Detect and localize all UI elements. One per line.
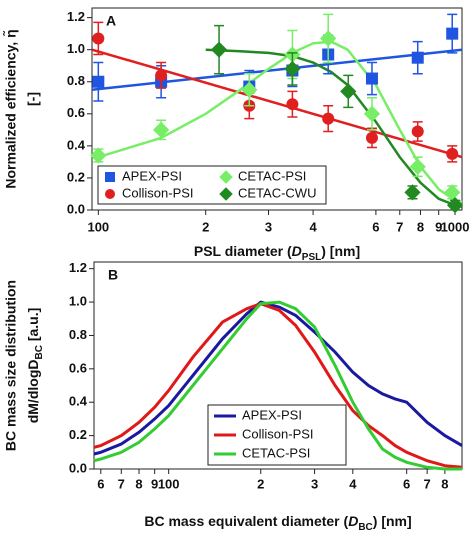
y-tick-label: 0.6 xyxy=(69,360,87,375)
x-tick-label: 1000 xyxy=(441,219,470,234)
marker xyxy=(105,189,115,199)
marker xyxy=(153,121,170,138)
y-axis-label: Normalized efficiency, η̃ xyxy=(2,29,19,188)
label-part: BC mass equivalent diameter ( xyxy=(144,513,348,529)
label-part: dM/dlogD xyxy=(25,360,41,424)
marker xyxy=(411,125,424,138)
x-tick-label: 7 xyxy=(424,476,431,491)
y-tick-label: 1.0 xyxy=(69,294,87,309)
legend-box xyxy=(97,165,327,205)
y-tick-label: 1.2 xyxy=(67,9,85,24)
x-tick-label: 7 xyxy=(118,476,125,491)
x-tick-label: 9 xyxy=(435,219,442,234)
legend-label: CETAC-PSI xyxy=(238,168,306,183)
y-tick-label: 0.6 xyxy=(67,105,85,120)
legend-label: Collison-PSI xyxy=(242,426,314,441)
series-line xyxy=(93,300,462,471)
label-part: [a.u.] xyxy=(25,308,41,345)
marker xyxy=(365,131,378,144)
marker xyxy=(446,197,464,214)
marker xyxy=(365,72,378,85)
label-part: PSL xyxy=(302,252,321,263)
x-tick-label: 2 xyxy=(202,219,209,234)
marker xyxy=(446,147,459,160)
marker xyxy=(446,27,459,40)
fit-line xyxy=(91,48,463,92)
y-tick-label: 0.8 xyxy=(67,73,85,88)
marker xyxy=(286,98,299,111)
y-axis-label: dM/dlogDBC [a.u.] xyxy=(25,308,45,424)
marker xyxy=(322,112,335,125)
x-tick-label: 6 xyxy=(372,219,379,234)
x-tick-label: 8 xyxy=(417,219,424,234)
y-axis-label: [-] xyxy=(25,92,41,106)
label-part: BC xyxy=(34,345,45,359)
x-tick-label: 9 xyxy=(151,476,158,491)
marker xyxy=(340,83,357,100)
label-part: ) [nm] xyxy=(321,243,360,259)
panel-letter: B xyxy=(108,267,118,283)
y-tick-label: 0.8 xyxy=(69,327,87,342)
marker xyxy=(444,184,461,201)
marker xyxy=(320,30,337,47)
series-line xyxy=(93,300,463,456)
plot-frame xyxy=(91,7,463,211)
marker xyxy=(363,105,381,122)
y-tick-label: 0.4 xyxy=(67,137,86,152)
marker xyxy=(155,69,168,82)
x-tick-label: 3 xyxy=(265,219,272,234)
label-part: PSL diameter ( xyxy=(194,243,292,259)
axis-label: BC mass equivalent diameter (DBC) [nm] xyxy=(144,513,411,533)
plot-frame xyxy=(93,261,463,470)
legend-label: CETAC-CWU xyxy=(238,185,316,200)
panel-letter: A xyxy=(106,13,116,29)
x-tick-label: 6 xyxy=(97,476,104,491)
y-axis-label: BC mass size distribution xyxy=(3,280,19,451)
marker xyxy=(284,60,301,78)
x-tick-label: 7 xyxy=(396,219,403,234)
marker xyxy=(210,41,228,58)
marker xyxy=(411,51,424,64)
label-part: ) [nm] xyxy=(373,513,412,529)
legend-label: CETAC-PSI xyxy=(242,445,310,460)
y-tick-label: 0.2 xyxy=(69,427,87,442)
y-tick-label: 0.0 xyxy=(67,201,85,216)
x-tick-label: 6 xyxy=(403,476,410,491)
marker xyxy=(105,172,115,182)
marker xyxy=(92,32,105,45)
y-tick-label: 0.2 xyxy=(67,169,85,184)
label-part: D xyxy=(348,513,358,529)
marker xyxy=(404,184,421,201)
x-tick-label: 2 xyxy=(257,476,264,491)
y-tick-label: 0.0 xyxy=(69,460,87,475)
x-tick-label: 3 xyxy=(311,476,318,491)
marker xyxy=(409,158,426,175)
marker xyxy=(92,75,105,88)
y-tick-label: 1.2 xyxy=(69,260,87,275)
y-tick-label: 1.0 xyxy=(67,41,85,56)
x-tick-label: 8 xyxy=(135,476,142,491)
x-tick-label: 4 xyxy=(309,219,317,234)
marker xyxy=(241,81,258,98)
fit-line xyxy=(91,48,463,159)
label-part: BC xyxy=(358,522,372,533)
x-tick-label: 4 xyxy=(349,476,357,491)
marker xyxy=(90,147,107,164)
x-tick-label: 100 xyxy=(158,476,180,491)
marker xyxy=(219,187,233,201)
x-tick-label: 100 xyxy=(87,219,109,234)
marker xyxy=(219,170,233,184)
x-tick-label: 8 xyxy=(441,476,448,491)
legend-label: APEX-PSI xyxy=(122,168,182,183)
axis-label: PSL diameter (DPSL) [nm] xyxy=(194,243,360,263)
series-line xyxy=(93,302,463,469)
label-part: D xyxy=(292,243,302,259)
y-tick-label: 0.4 xyxy=(69,394,88,409)
legend-label: Collison-PSI xyxy=(122,185,194,200)
legend-label: APEX-PSI xyxy=(242,407,302,422)
